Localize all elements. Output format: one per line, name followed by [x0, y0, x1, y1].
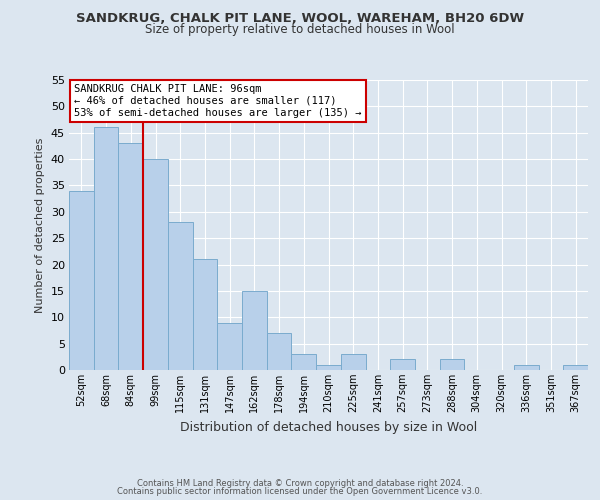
Y-axis label: Number of detached properties: Number of detached properties	[35, 138, 45, 312]
Bar	[440, 360, 464, 370]
Bar	[292, 354, 316, 370]
Bar	[242, 291, 267, 370]
Bar	[217, 322, 242, 370]
Bar	[69, 190, 94, 370]
Bar	[563, 364, 588, 370]
Text: SANDKRUG, CHALK PIT LANE, WOOL, WAREHAM, BH20 6DW: SANDKRUG, CHALK PIT LANE, WOOL, WAREHAM,…	[76, 12, 524, 26]
Bar	[390, 360, 415, 370]
Bar	[267, 333, 292, 370]
Bar	[94, 128, 118, 370]
Text: SANDKRUG CHALK PIT LANE: 96sqm
← 46% of detached houses are smaller (117)
53% of: SANDKRUG CHALK PIT LANE: 96sqm ← 46% of …	[74, 84, 362, 117]
Bar	[341, 354, 365, 370]
Text: Size of property relative to detached houses in Wool: Size of property relative to detached ho…	[145, 22, 455, 36]
Bar	[168, 222, 193, 370]
Bar	[143, 159, 168, 370]
Bar	[514, 364, 539, 370]
Text: Contains public sector information licensed under the Open Government Licence v3: Contains public sector information licen…	[118, 487, 482, 496]
Bar	[118, 144, 143, 370]
Bar	[316, 364, 341, 370]
Text: Contains HM Land Registry data © Crown copyright and database right 2024.: Contains HM Land Registry data © Crown c…	[137, 478, 463, 488]
Bar	[193, 260, 217, 370]
X-axis label: Distribution of detached houses by size in Wool: Distribution of detached houses by size …	[180, 420, 477, 434]
